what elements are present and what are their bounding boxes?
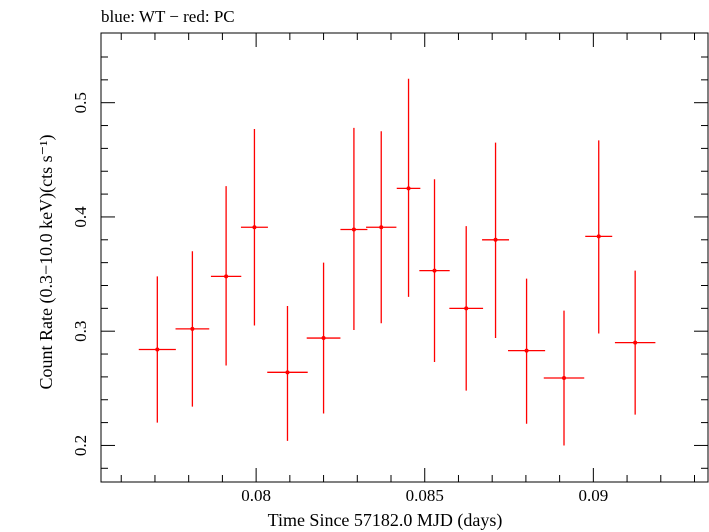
point-marker <box>633 340 638 345</box>
point-marker <box>596 234 601 239</box>
data-point-pc <box>585 140 613 334</box>
data-point-pc <box>366 131 397 324</box>
point-marker <box>464 306 469 311</box>
data-point-pc <box>138 276 176 423</box>
data-point-pc <box>175 251 210 407</box>
data-point-pc <box>306 262 341 414</box>
data-point-pc <box>614 270 656 415</box>
data-point-pc <box>449 226 484 391</box>
point-marker <box>190 326 195 331</box>
data-point-pc <box>543 310 585 446</box>
data-point-pc <box>267 306 308 441</box>
y-tick-label: 0.4 <box>71 206 90 228</box>
chart-title: blue: WT − red: PC <box>101 7 235 26</box>
data-point-pc <box>340 127 368 331</box>
data-point-pc <box>396 78 421 297</box>
data-points <box>138 78 656 446</box>
point-marker <box>562 376 567 381</box>
y-tick-label: 0.5 <box>71 92 90 113</box>
y-tick-label: 0.2 <box>71 435 90 456</box>
x-axis-ticks: 0.08 0.085 0.09 <box>120 33 696 505</box>
point-marker <box>351 227 356 232</box>
y-axis-ticks: 0.2 0.3 0.4 0.5 <box>71 56 708 469</box>
y-tick-label: 0.3 <box>71 321 90 342</box>
point-marker <box>493 237 498 242</box>
point-marker <box>224 274 229 279</box>
data-point-pc <box>210 186 242 366</box>
data-point-pc <box>419 179 450 363</box>
x-tick-label: 0.085 <box>406 486 444 505</box>
data-point-pc <box>482 142 510 339</box>
data-point-pc <box>240 128 268 326</box>
point-marker <box>406 186 411 191</box>
x-axis-label: Time Since 57182.0 MJD (days) <box>268 510 503 531</box>
plot-frame <box>100 32 709 483</box>
point-marker <box>252 225 257 230</box>
data-point-pc <box>508 278 546 424</box>
point-marker <box>432 268 437 273</box>
x-tick-label: 0.09 <box>578 486 608 505</box>
point-marker <box>524 348 529 353</box>
y-axis-label: Count Rate (0.3−10.0 keV)(cts s⁻¹) <box>36 134 57 389</box>
x-tick-label: 0.08 <box>241 486 271 505</box>
point-marker <box>321 336 326 341</box>
point-marker <box>155 347 160 352</box>
point-marker <box>379 225 384 230</box>
point-marker <box>285 370 290 375</box>
